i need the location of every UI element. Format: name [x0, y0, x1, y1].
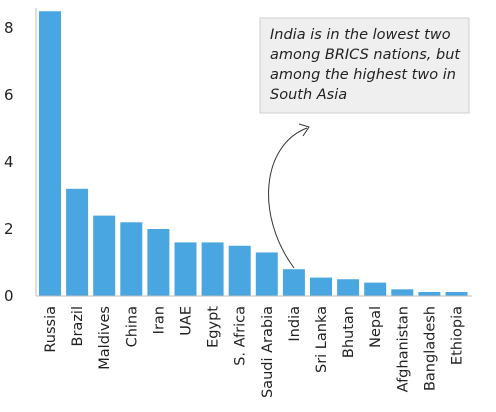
- x-tick-label: Sri Lanka: [314, 306, 330, 373]
- x-tick-label: China: [124, 306, 140, 347]
- bar: [147, 229, 170, 296]
- y-tick-label: 2: [4, 220, 14, 238]
- bar: [310, 277, 332, 296]
- y-tick-label: 6: [4, 86, 14, 104]
- annotation-box: [259, 17, 470, 114]
- bar: [201, 242, 224, 296]
- x-tick-label: Maldives: [97, 306, 113, 370]
- y-tick-label: 8: [4, 19, 14, 37]
- bars: [39, 11, 468, 296]
- bar: [445, 291, 468, 296]
- bar: [39, 11, 61, 296]
- bar: [174, 242, 197, 296]
- x-tick-label: Russia: [43, 306, 59, 353]
- annotation-line-3: among the highest two in: [270, 67, 456, 83]
- x-tick-label: Afghanistan: [395, 306, 411, 392]
- y-tick-label: 4: [4, 153, 14, 171]
- x-tick-label: Ethiopia: [450, 306, 466, 365]
- annotation-arrowhead: [298, 123, 310, 137]
- bar: [391, 289, 414, 296]
- annotation-line-4: South Asia: [270, 87, 347, 103]
- y-tick-labels: 0 2 4 6 8: [4, 19, 14, 305]
- annotation-arrow: [268, 127, 308, 269]
- x-tick-label: Brazil: [70, 306, 86, 346]
- x-tick-label: Saudi Arabia: [260, 306, 276, 398]
- bar: [282, 269, 305, 296]
- x-tick-label: India: [287, 306, 303, 342]
- bar: [364, 282, 387, 296]
- annotation: India is in the lowest two among BRICS n…: [259, 17, 470, 269]
- bar: [337, 279, 360, 296]
- x-tick-label: Bangladesh: [422, 306, 438, 391]
- bar: [66, 188, 89, 296]
- x-tick-label: S. Africa: [233, 306, 249, 366]
- annotation-line-1: India is in the lowest two: [270, 27, 451, 43]
- x-tick-labels: Russia Brazil Maldives China Iran UAE Egypt S. …: [43, 306, 466, 398]
- x-tick-label: Nepal: [368, 306, 384, 348]
- x-tick-label: UAE: [179, 306, 195, 336]
- y-tick-label: 0: [4, 287, 14, 305]
- bar: [418, 291, 441, 296]
- bar: [228, 245, 251, 296]
- x-tick-label: Iran: [151, 306, 167, 334]
- x-tick-label: Bhutan: [341, 306, 357, 358]
- bar: [255, 252, 278, 296]
- x-tick-label: Egypt: [206, 306, 222, 348]
- bar: [93, 215, 116, 296]
- annotation-line-2: among BRICS nations, but: [270, 47, 461, 63]
- bar: [120, 222, 143, 296]
